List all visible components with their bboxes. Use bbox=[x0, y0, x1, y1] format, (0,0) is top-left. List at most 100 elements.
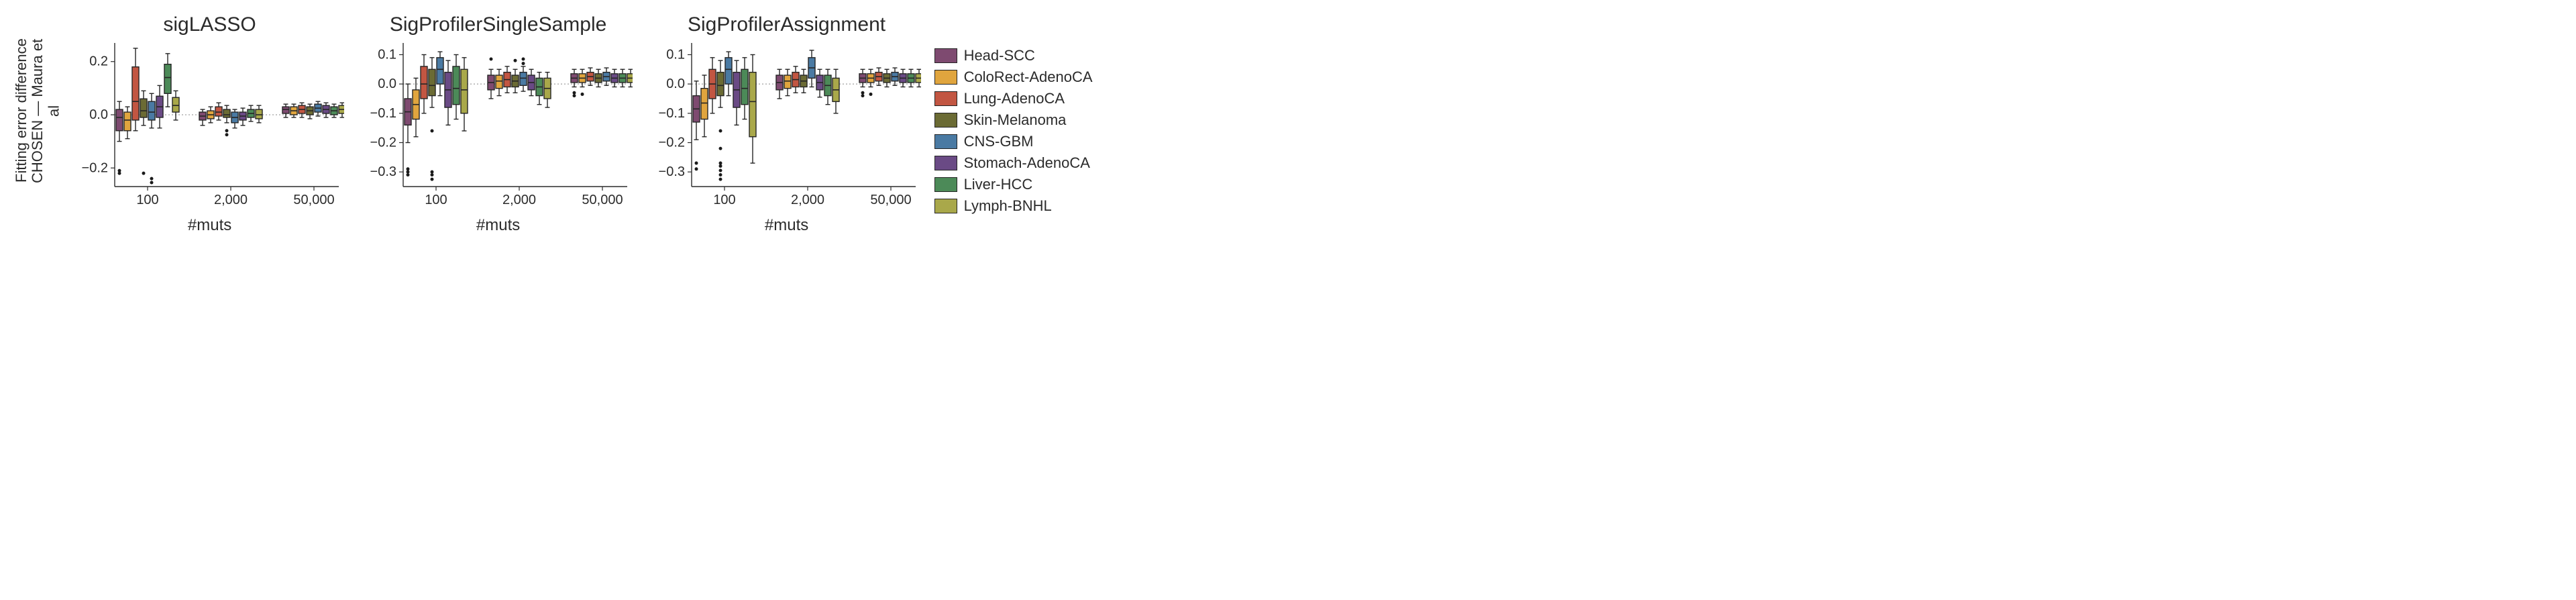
box bbox=[429, 69, 435, 95]
box bbox=[282, 107, 289, 113]
legend-swatch bbox=[934, 70, 957, 85]
legend-swatch bbox=[934, 48, 957, 63]
panels-row: sigLASSO−0.20.00.21002,00050,000#mutsSig… bbox=[76, 13, 921, 235]
box bbox=[701, 89, 708, 119]
outlier bbox=[718, 147, 722, 150]
ylabel-container: Fitting error difference CHOSEN — Maura … bbox=[13, 13, 62, 188]
box bbox=[124, 112, 131, 131]
outlier bbox=[150, 181, 153, 185]
box bbox=[725, 58, 732, 84]
ytick-label: −0.3 bbox=[658, 164, 684, 179]
outlier bbox=[580, 93, 584, 96]
box bbox=[421, 66, 427, 99]
box bbox=[717, 72, 724, 96]
box bbox=[215, 107, 222, 116]
outlier bbox=[521, 62, 525, 65]
ytick-label: 0.0 bbox=[666, 77, 685, 91]
outlier bbox=[406, 170, 409, 174]
box bbox=[784, 75, 791, 89]
legend-swatch bbox=[934, 113, 957, 128]
panel: SigProfilerSingleSample−0.3−0.2−0.10.00.… bbox=[364, 13, 633, 235]
legend-item: CNS-GBM bbox=[934, 133, 1093, 150]
ytick-label: 0.2 bbox=[89, 54, 108, 69]
outlier bbox=[694, 167, 698, 170]
ytick-label: −0.1 bbox=[370, 106, 396, 121]
outlier bbox=[142, 172, 145, 175]
outlier bbox=[869, 93, 872, 96]
plot-svg: −0.20.00.21002,00050,000 bbox=[76, 39, 344, 213]
panel-title: SigProfilerAssignment bbox=[688, 13, 885, 36]
box bbox=[741, 69, 748, 104]
outlier bbox=[513, 59, 517, 62]
xtick-label: 50,000 bbox=[870, 193, 911, 207]
ylabel-line1: Fitting error difference bbox=[13, 39, 30, 183]
legend-item: Liver-HCC bbox=[934, 176, 1093, 193]
outlier bbox=[430, 130, 433, 133]
ytick-label: −0.1 bbox=[658, 106, 684, 121]
xtick-label: 50,000 bbox=[582, 193, 623, 207]
outlier bbox=[861, 94, 864, 97]
box bbox=[461, 69, 468, 113]
legend-label: CNS-GBM bbox=[964, 133, 1034, 150]
outlier bbox=[430, 178, 433, 181]
outlier bbox=[521, 58, 525, 61]
panel-title: SigProfilerSingleSample bbox=[390, 13, 607, 36]
legend-swatch bbox=[934, 177, 957, 192]
legend-swatch bbox=[934, 91, 957, 106]
legend-item: Skin-Melanoma bbox=[934, 111, 1093, 129]
legend-label: Lymph-BNHL bbox=[964, 197, 1052, 215]
xtick-label: 100 bbox=[136, 193, 158, 207]
legend-swatch bbox=[934, 156, 957, 170]
box bbox=[437, 58, 443, 84]
outlier bbox=[406, 173, 409, 177]
outlier bbox=[430, 170, 433, 174]
x-axis-label: #muts bbox=[476, 216, 520, 235]
outlier bbox=[694, 162, 698, 165]
legend-label: ColoRect-AdenoCA bbox=[964, 68, 1093, 86]
box bbox=[172, 97, 179, 112]
box bbox=[520, 72, 527, 86]
box bbox=[116, 109, 123, 131]
legend-label: Liver-HCC bbox=[964, 176, 1033, 193]
figure: Fitting error difference CHOSEN — Maura … bbox=[13, 13, 2563, 235]
xtick-label: 50,000 bbox=[293, 193, 334, 207]
outlier bbox=[718, 173, 722, 177]
outlier bbox=[718, 178, 722, 181]
xtick-label: 100 bbox=[713, 193, 735, 207]
legend-swatch bbox=[934, 134, 957, 149]
outlier bbox=[572, 94, 576, 97]
outlier bbox=[225, 129, 228, 132]
legend-item: ColoRect-AdenoCA bbox=[934, 68, 1093, 86]
box bbox=[132, 67, 139, 120]
legend-item: Lung-AdenoCA bbox=[934, 90, 1093, 107]
box bbox=[749, 72, 756, 137]
panel: sigLASSO−0.20.00.21002,00050,000#muts bbox=[76, 13, 344, 235]
outlier bbox=[718, 130, 722, 133]
legend-label: Lung-AdenoCA bbox=[964, 90, 1065, 107]
ytick-label: 0.1 bbox=[666, 47, 685, 62]
ytick-label: −0.2 bbox=[81, 160, 107, 175]
outlier bbox=[861, 91, 864, 95]
outlier bbox=[430, 173, 433, 177]
outlier bbox=[225, 133, 228, 136]
outlier bbox=[718, 164, 722, 168]
plot-svg: −0.3−0.2−0.10.00.11002,00050,000 bbox=[364, 39, 633, 213]
xtick-label: 100 bbox=[425, 193, 447, 207]
ytick-label: 0.0 bbox=[378, 77, 396, 91]
x-axis-label: #muts bbox=[765, 216, 808, 235]
legend-item: Head-SCC bbox=[934, 47, 1093, 64]
outlier bbox=[489, 58, 492, 61]
box bbox=[496, 75, 502, 89]
legend-item: Stomach-AdenoCA bbox=[934, 154, 1093, 172]
box bbox=[140, 99, 147, 117]
box bbox=[148, 101, 155, 120]
box bbox=[164, 64, 171, 94]
legend-item: Lymph-BNHL bbox=[934, 197, 1093, 215]
panel: SigProfilerAssignment−0.3−0.2−0.10.00.11… bbox=[653, 13, 921, 235]
box bbox=[256, 109, 262, 119]
ylabel-line2: CHOSEN — Maura et al bbox=[29, 38, 62, 183]
outlier bbox=[718, 168, 722, 172]
outlier bbox=[117, 172, 121, 175]
xtick-label: 2,000 bbox=[502, 193, 536, 207]
legend-label: Head-SCC bbox=[964, 47, 1035, 64]
